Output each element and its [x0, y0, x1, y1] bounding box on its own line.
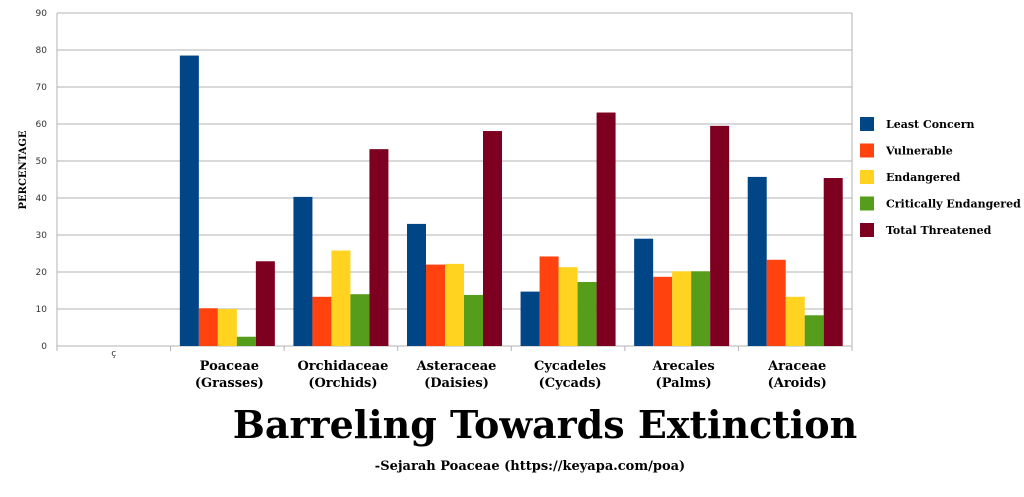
- bar-vulnerable: [198, 308, 218, 346]
- chart-title: Barreling Towards Extinction: [233, 402, 857, 447]
- legend-label: Total Threatened: [886, 224, 992, 237]
- category-label: (Cycads): [539, 376, 602, 391]
- bar-least-concern: [520, 291, 540, 346]
- bar-vulnerable: [653, 276, 673, 346]
- y-tick-label: 90: [36, 9, 48, 19]
- category-label: (Palms): [656, 376, 712, 391]
- y-tick-label: 30: [36, 231, 48, 241]
- bar-least-concern: [634, 238, 654, 346]
- bar-endangered: [331, 250, 351, 346]
- category-label: Asteraceae: [416, 359, 497, 374]
- bar-critically-endangered: [577, 281, 597, 346]
- bar-total-threatened: [369, 149, 389, 346]
- bar-critically-endangered: [804, 315, 824, 346]
- y-tick-label: 70: [36, 83, 48, 93]
- bar-critically-endangered: [464, 294, 483, 346]
- legend-label: Vulnerable: [885, 145, 953, 158]
- category-label: (Grasses): [195, 376, 264, 391]
- y-tick-label: 50: [36, 157, 48, 167]
- bar-total-threatened: [483, 131, 502, 346]
- bar-vulnerable: [539, 256, 559, 346]
- bar-vulnerable: [426, 264, 445, 346]
- category-label: Araceae: [767, 359, 826, 374]
- category-label: (Orchids): [308, 376, 377, 391]
- bar-vulnerable: [766, 259, 786, 346]
- bar-least-concern: [179, 55, 199, 347]
- y-tick-labels: 0 10 20 30 40 50 60 70 80 90: [36, 9, 48, 352]
- y-tick-label: 10: [36, 305, 48, 315]
- chart-subtitle: -Sejarah Poaceae (https://keyapa.com/poa…: [375, 459, 685, 474]
- category-label: Poaceae: [200, 359, 259, 374]
- legend-swatch: [860, 170, 874, 184]
- legend-label: Endangered: [886, 171, 961, 184]
- bar-endangered: [672, 271, 692, 346]
- legend: Least Concern Vulnerable Endangered Critica…: [860, 117, 1021, 237]
- bar-critically-endangered: [350, 294, 370, 346]
- category-labels: ç Poaceae (Grasses) Orchidaceae (Orchids) Ast…: [111, 349, 827, 391]
- bar-critically-endangered: [691, 271, 711, 346]
- y-tick-label: 0: [41, 342, 47, 352]
- bar-critically-endangered: [236, 336, 256, 346]
- bar-total-threatened: [823, 178, 843, 346]
- bar-total-threatened: [255, 261, 275, 346]
- bar-least-concern: [407, 223, 426, 346]
- bar-endangered: [445, 263, 464, 346]
- category-label: (Daisies): [424, 376, 489, 391]
- legend-swatch: [860, 117, 874, 131]
- y-tick-label: 80: [36, 46, 48, 56]
- category-label: Cycadeles: [534, 359, 606, 374]
- bar-least-concern: [293, 196, 313, 346]
- bar-total-threatened: [596, 112, 616, 346]
- bar-total-threatened: [710, 125, 730, 346]
- category-label: Orchidaceae: [297, 359, 388, 374]
- bars: [179, 55, 843, 347]
- category-label: (Aroids): [768, 376, 827, 391]
- empty-category-label: ç: [111, 349, 116, 359]
- y-tick-label: 40: [36, 194, 48, 204]
- legend-swatch: [860, 143, 874, 158]
- legend-label: Critically Endangered: [886, 198, 1021, 211]
- bar-endangered: [785, 296, 805, 346]
- bar-endangered: [558, 267, 578, 346]
- y-tick-label: 60: [36, 120, 48, 130]
- y-axis-label: PERCENTAGE: [18, 130, 29, 209]
- category-label: Arecales: [652, 359, 715, 374]
- bar-endangered: [217, 309, 237, 346]
- bar-least-concern: [747, 176, 767, 346]
- legend-swatch: [860, 196, 874, 211]
- legend-swatch: [860, 223, 874, 237]
- legend-label: Least Concern: [886, 118, 975, 131]
- y-tick-label: 20: [36, 268, 48, 278]
- bar-vulnerable: [312, 296, 332, 346]
